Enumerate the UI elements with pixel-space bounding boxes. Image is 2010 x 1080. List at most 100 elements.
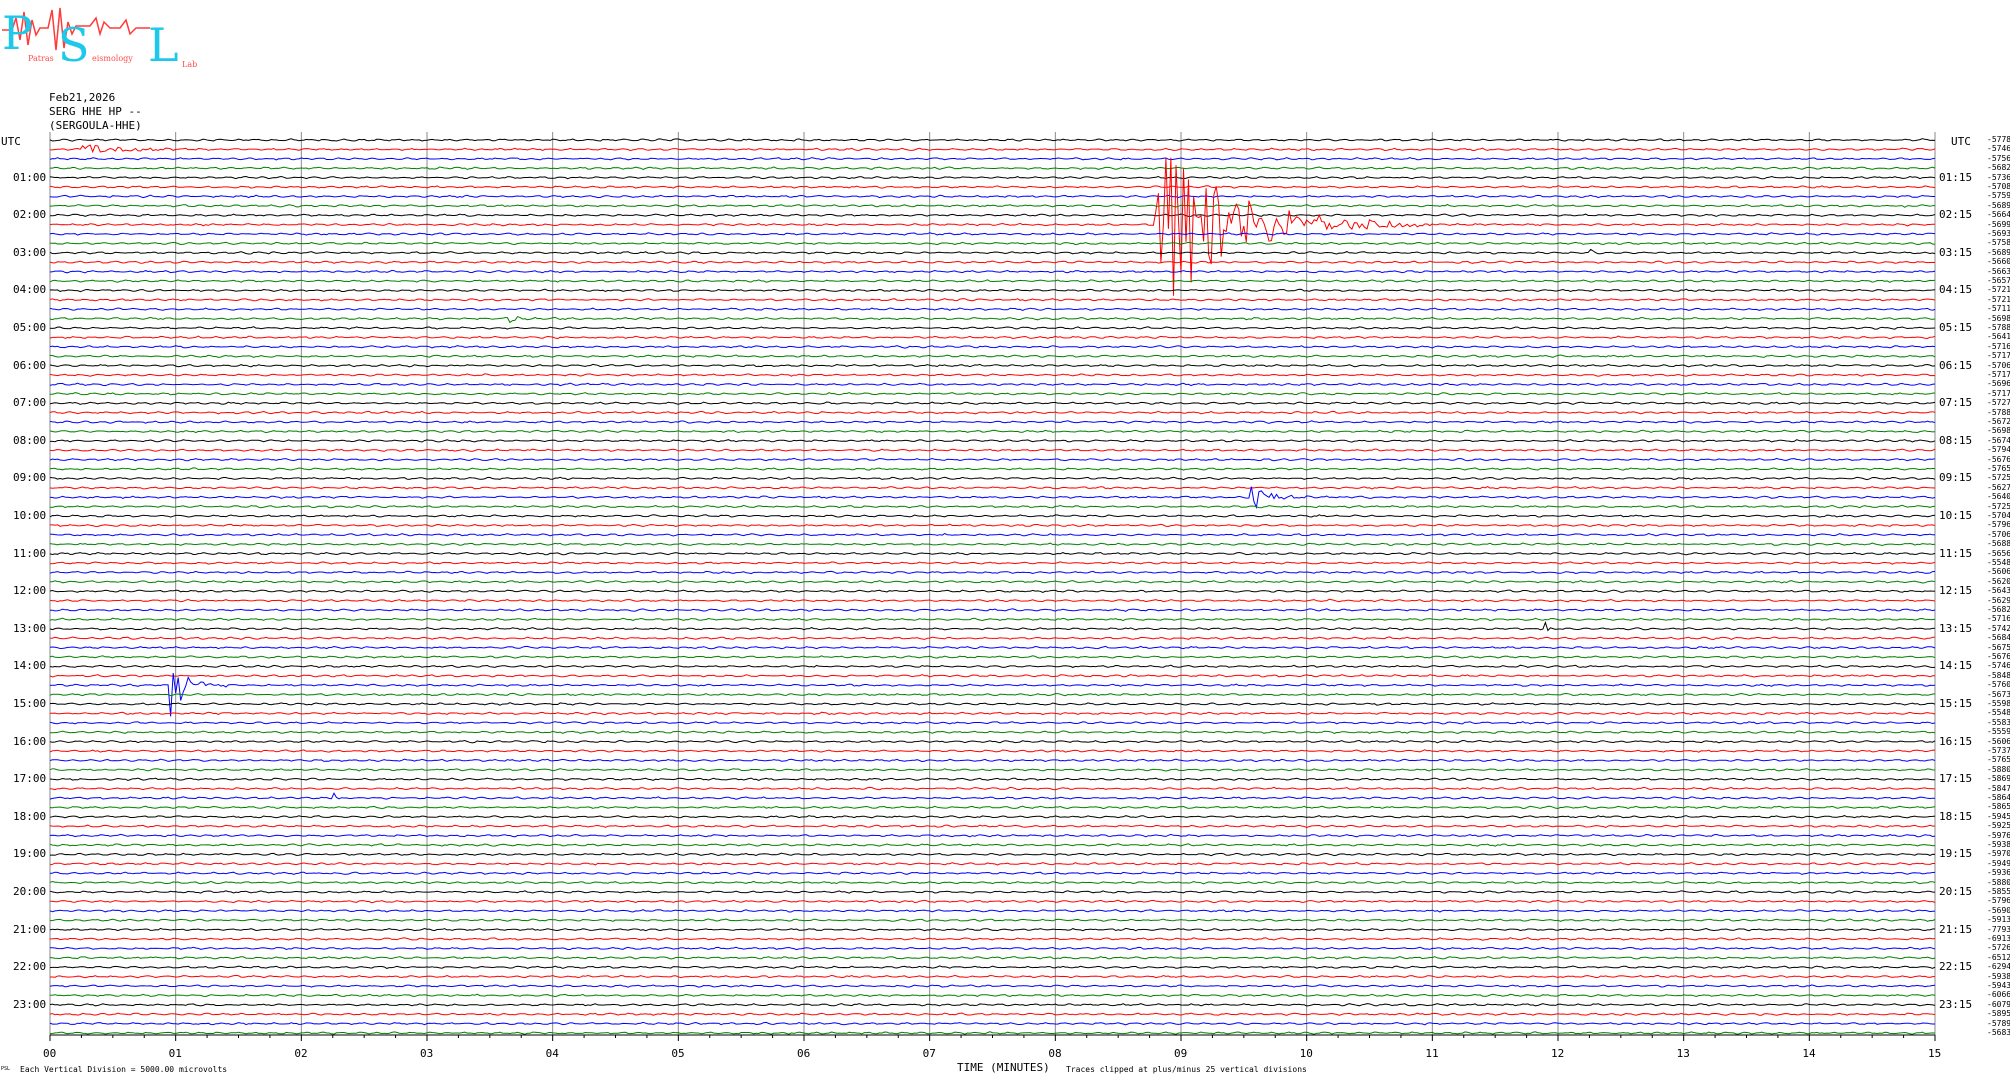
offset-label: -5672 <box>1987 417 2010 426</box>
trace-line <box>49 965 1936 969</box>
left-axis-title: UTC <box>1 135 21 148</box>
trace-line <box>49 514 1936 518</box>
trace-line <box>50 166 1936 170</box>
division-note: Each Vertical Division = 5000.00 microvo… <box>20 1065 228 1074</box>
offset-label: -5976 <box>1987 830 2010 840</box>
left-hour-label: 20:00 <box>13 885 47 898</box>
right-hour-label: 13:15 <box>1939 621 1973 635</box>
right-hour-label: 05:15 <box>1939 321 1973 334</box>
trace-line <box>50 354 1936 358</box>
trace-line <box>49 674 1935 678</box>
x-tick-label: 06 <box>797 1047 811 1060</box>
trace-line <box>50 711 1936 716</box>
offset-label: -5717 <box>1987 370 2010 379</box>
offset-label: -5759 <box>1987 191 2010 201</box>
offset-label: -5629 <box>1987 595 2010 605</box>
offset-label: -5796 <box>1987 896 2010 906</box>
offset-label: -6294 <box>1987 962 2010 972</box>
right-hour-label: 07:15 <box>1939 396 1973 410</box>
offset-label: -5865 <box>1987 802 2010 812</box>
offset-label: -5620 <box>1987 576 2010 586</box>
trace-line <box>49 185 1936 189</box>
trace-line <box>49 598 1936 603</box>
right-hour-label: 10:15 <box>1939 509 1973 522</box>
logo-letter-s: S <box>58 18 90 72</box>
offset-label: -5726 <box>1987 943 2010 953</box>
trace-line <box>49 758 1936 763</box>
left-hour-label: 09:00 <box>13 471 47 485</box>
offset-label: -5657 <box>1987 276 2010 285</box>
offset-label: -6066 <box>1987 990 2010 1000</box>
offset-label: -5627 <box>1987 482 2010 492</box>
right-hour-label: 16:15 <box>1939 734 1973 748</box>
trace-line <box>49 899 1936 904</box>
right-hour-label: 23:15 <box>1939 997 1973 1011</box>
offset-label: -5675 <box>1987 642 2010 652</box>
x-tick-label: 01 <box>168 1047 182 1060</box>
x-tick-label: 10 <box>1299 1047 1313 1060</box>
offset-label: -6079 <box>1987 999 2010 1009</box>
trace-line <box>49 1003 1936 1007</box>
trace-line <box>49 551 1936 556</box>
right-hour-label: 11:15 <box>1939 546 1973 560</box>
offset-label: -5913 <box>1987 915 2010 925</box>
trace-line <box>49 880 1936 885</box>
offset-label: -5725 <box>1987 501 2010 511</box>
trace-line <box>49 617 1936 622</box>
offset-label: -7793 <box>1987 924 2010 934</box>
trace-line <box>49 777 1935 782</box>
trace-line <box>49 645 1936 650</box>
offset-label: -5548 <box>1987 558 2010 567</box>
offset-label: -5716 <box>1987 614 2010 624</box>
offset-label: -5736 <box>1987 172 2010 182</box>
right-hour-label: 04:15 <box>1939 283 1973 297</box>
corner-mark: PSL <box>1 1066 11 1072</box>
x-tick-label: 03 <box>420 1047 434 1060</box>
offset-label: -5690 <box>1987 905 2010 915</box>
right-hour-label: 20:15 <box>1939 885 1973 898</box>
left-hour-label: 04:00 <box>13 283 47 297</box>
trace-line <box>49 260 1936 264</box>
offset-label: -5746 <box>1987 661 2010 671</box>
trace-line <box>49 382 1936 387</box>
left-hour-label: 14:00 <box>13 659 47 673</box>
offset-label: -5706 <box>1987 529 2010 539</box>
right-hour-label: 21:15 <box>1939 922 1973 936</box>
left-hour-label: 10:00 <box>13 509 47 522</box>
offset-label: -5689 <box>1987 247 2010 257</box>
right-hour-label: 06:15 <box>1939 358 1973 372</box>
trace-line <box>49 203 1936 208</box>
trace-line <box>49 420 1936 424</box>
left-hour-label: 16:00 <box>13 734 47 748</box>
trace-line <box>49 138 1936 142</box>
offset-label: -5727 <box>1987 398 2010 408</box>
left-hour-label: 15:00 <box>13 697 47 710</box>
offset-label: -5708 <box>1987 182 2010 191</box>
offset-label: -5880 <box>1987 877 2010 887</box>
offset-label: -5643 <box>1987 586 2010 596</box>
left-hour-label: 08:00 <box>13 433 47 447</box>
trace-line <box>50 730 1936 735</box>
trace-line <box>49 288 1936 293</box>
logo-letter-p: P <box>2 6 33 60</box>
clip-note: Traces clipped at plus/minus 25 vertical… <box>1066 1065 1307 1074</box>
trace-line <box>49 523 1936 528</box>
trace-line <box>49 815 1936 819</box>
left-hour-label: 07:00 <box>13 396 47 410</box>
trace-line <box>49 401 1936 405</box>
right-hour-label: 02:15 <box>1939 208 1973 222</box>
trace-line <box>49 213 1936 217</box>
right-hour-label: 12:15 <box>1939 584 1973 598</box>
offset-label: -5693 <box>1987 229 2010 238</box>
offset-label: -5606 <box>1987 567 2010 577</box>
x-tick-label: 09 <box>1174 1047 1188 1060</box>
trace-line <box>49 279 1936 283</box>
offset-label: -5698 <box>1987 426 2010 436</box>
left-hour-label: 12:00 <box>13 584 47 598</box>
offset-label: -5674 <box>1987 435 2010 445</box>
offset-label: -5796 <box>1987 520 2010 530</box>
trace-line <box>49 504 1936 509</box>
trace-line <box>49 805 1936 810</box>
offset-label: -5641 <box>1987 332 2010 342</box>
